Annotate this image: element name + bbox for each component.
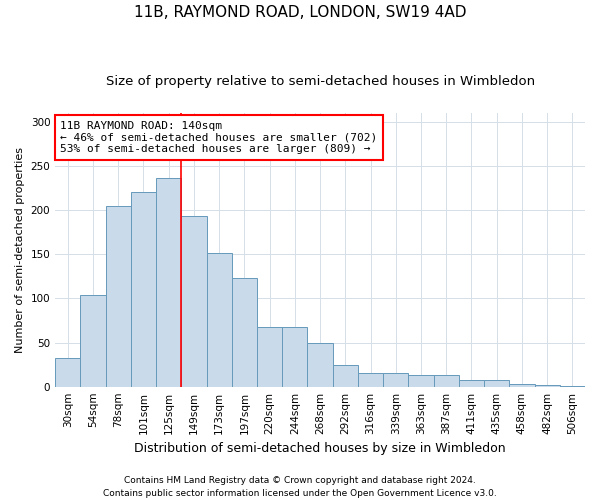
Y-axis label: Number of semi-detached properties: Number of semi-detached properties: [15, 146, 25, 352]
Bar: [206, 254, 232, 386]
Bar: [156, 178, 181, 386]
Bar: [332, 364, 358, 386]
Bar: [409, 375, 434, 386]
Bar: [80, 295, 106, 386]
Bar: [434, 375, 459, 386]
Bar: [181, 216, 206, 386]
Bar: [358, 374, 383, 386]
Bar: [257, 328, 282, 386]
Bar: [106, 206, 131, 386]
Bar: [55, 358, 80, 386]
Bar: [307, 344, 332, 386]
Bar: [484, 380, 509, 386]
Bar: [282, 328, 307, 386]
Text: Contains HM Land Registry data © Crown copyright and database right 2024.
Contai: Contains HM Land Registry data © Crown c…: [103, 476, 497, 498]
Title: Size of property relative to semi-detached houses in Wimbledon: Size of property relative to semi-detach…: [106, 75, 535, 88]
Bar: [383, 374, 409, 386]
X-axis label: Distribution of semi-detached houses by size in Wimbledon: Distribution of semi-detached houses by …: [134, 442, 506, 455]
Bar: [535, 385, 560, 386]
Bar: [459, 380, 484, 386]
Text: 11B, RAYMOND ROAD, LONDON, SW19 4AD: 11B, RAYMOND ROAD, LONDON, SW19 4AD: [134, 5, 466, 20]
Text: 11B RAYMOND ROAD: 140sqm
← 46% of semi-detached houses are smaller (702)
53% of : 11B RAYMOND ROAD: 140sqm ← 46% of semi-d…: [61, 121, 378, 154]
Bar: [509, 384, 535, 386]
Bar: [232, 278, 257, 386]
Bar: [131, 192, 156, 386]
